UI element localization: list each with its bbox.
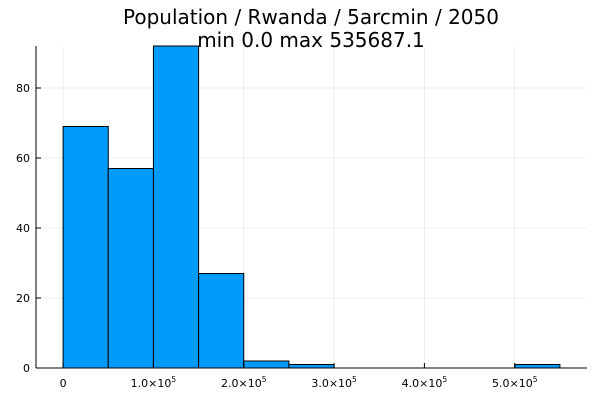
axis-layer (35, 46, 587, 369)
y-tick-label: 40 (16, 222, 30, 235)
histogram-bar (288, 364, 335, 369)
x-tick-label: 2.0×105 (221, 375, 267, 390)
histogram-bar (514, 364, 561, 369)
y-tick-label: 60 (16, 152, 30, 165)
chart-title: Population / Rwanda / 5arcmin / 2050 (123, 5, 499, 29)
x-tick-label: 3.0×105 (311, 375, 357, 390)
x-tick-label: 4.0×105 (402, 375, 448, 390)
chart-subtitle: min 0.0 max 535687.1 (197, 28, 425, 52)
x-tick-label: 5.0×105 (492, 375, 538, 390)
histogram-bar (198, 273, 245, 369)
y-tick-label: 0 (23, 362, 30, 375)
histogram-bar (152, 45, 200, 369)
x-tick-label: 0 (60, 377, 67, 390)
histogram-bar (62, 126, 109, 369)
histogram-bar (243, 360, 290, 369)
x-tick-label: 1.0×105 (131, 375, 177, 390)
y-tick-label: 20 (16, 292, 30, 305)
histogram-bar (107, 168, 154, 369)
bar-layer (62, 45, 561, 369)
y-tick-label: 80 (16, 82, 30, 95)
tick-label-layer: 0 1.0×105 2.0×105 3.0×105 4.0×105 5.0×105 0 20 4… (16, 82, 538, 390)
